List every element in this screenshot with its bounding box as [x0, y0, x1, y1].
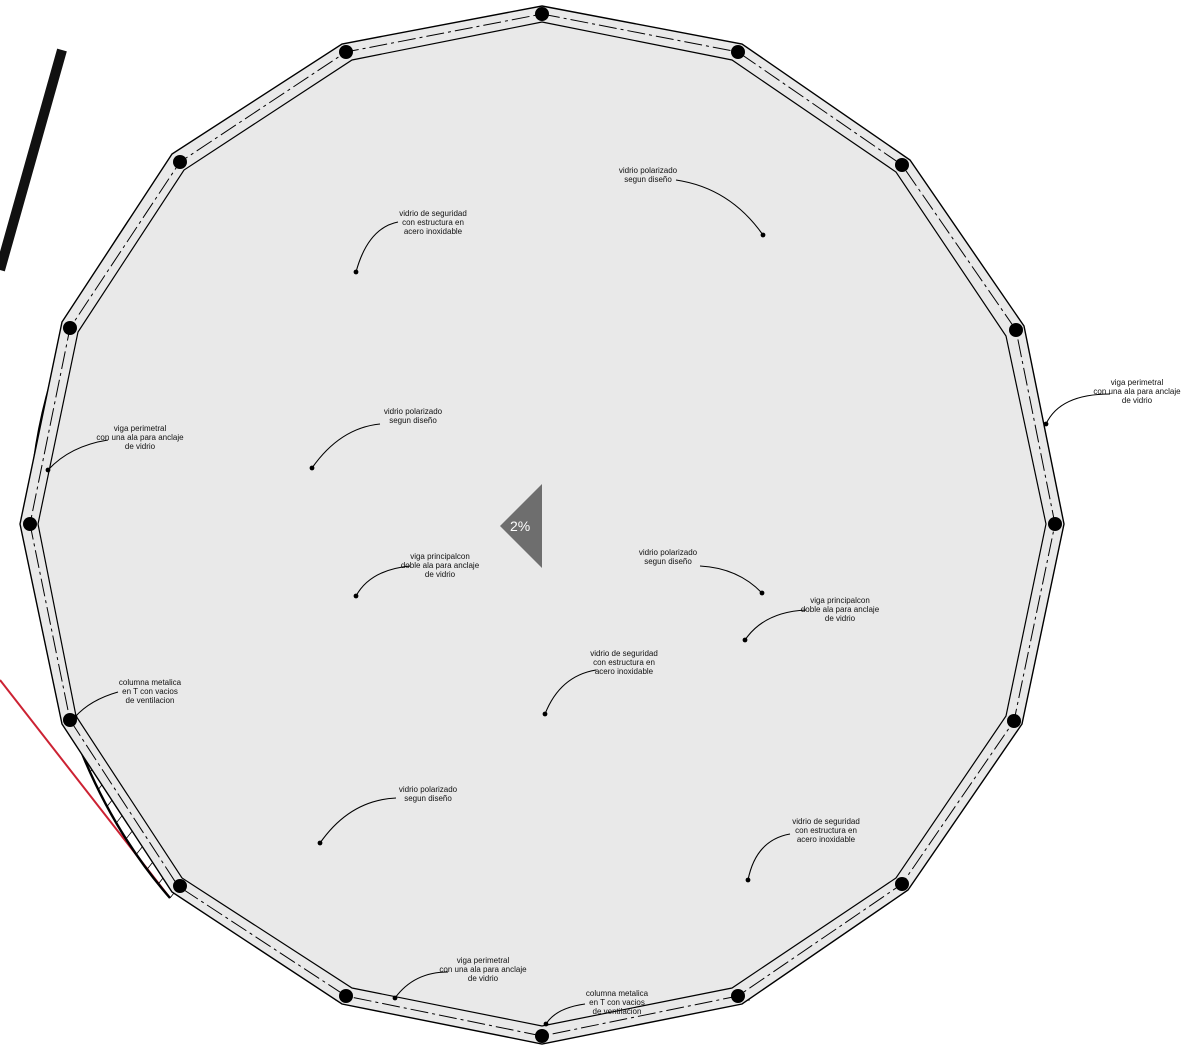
- column-node: [895, 877, 909, 891]
- leader-line: [675, 179, 764, 236]
- annotation-text: vidrio polarizado segun diseño: [619, 166, 678, 184]
- annotation-callout: viga perimetral con una ala para anclaje d…: [45, 424, 184, 473]
- leader-line: [47, 439, 109, 471]
- annotations: vidrio de seguridad con estructura en acer…: [45, 166, 1181, 1027]
- column-node: [535, 7, 549, 21]
- leader-line: [545, 1003, 586, 1025]
- leader-line: [747, 833, 791, 881]
- column-node: [63, 321, 77, 335]
- leader-line: [699, 565, 763, 594]
- leader-arrowhead: [1043, 421, 1049, 427]
- annotation-callout: columna metalica en T con vacios de ventil…: [543, 989, 649, 1027]
- column-node: [895, 158, 909, 172]
- annotation-text: vidrio de seguridad con estructura en acer…: [399, 209, 467, 236]
- annotation-text: viga perimetral con una ala para anclaje d…: [439, 956, 527, 983]
- column-node: [731, 989, 745, 1003]
- annotation-text: viga perimetral con una ala para anclaje d…: [1093, 378, 1181, 405]
- annotation-text: vidrio polarizado segun diseño: [399, 785, 458, 803]
- annotation-text: vidrio polarizado segun diseño: [384, 407, 443, 425]
- annotation-callout: vidrio polarizado segun diseño: [619, 166, 766, 238]
- annotation-text: vidrio de seguridad con estructura en acer…: [792, 817, 860, 844]
- slope-label: 2%: [510, 518, 530, 534]
- column-node: [339, 45, 353, 59]
- leader-arrowhead: [353, 269, 359, 275]
- leader-arrowhead: [745, 877, 751, 883]
- annotation-text: columna metalica en T con vacios de ventil…: [119, 678, 182, 705]
- column-node: [1007, 714, 1021, 728]
- column-node: [1048, 517, 1062, 531]
- exterior-wall-line: [0, 48, 67, 272]
- column-node: [731, 45, 745, 59]
- annotation-callout: viga perimetral con una ala para anclaje d…: [392, 956, 527, 1001]
- column-node: [23, 517, 37, 531]
- leader-line: [74, 691, 119, 718]
- annotation-callout: columna metalica en T con vacios de ventil…: [72, 678, 182, 720]
- annotation-callout: vidrio polarizado segun diseño: [639, 548, 765, 596]
- column-nodes: [23, 7, 1062, 1043]
- annotation-callout: vidrio de seguridad con estructura en acer…: [745, 817, 860, 883]
- annotation-text: viga principalcon doble ala para anclaje d…: [801, 596, 880, 623]
- annotation-text: viga perimetral con una ala para anclaje d…: [96, 424, 184, 451]
- leader-line: [394, 971, 449, 999]
- leader-arrowhead: [742, 637, 748, 643]
- column-node: [1009, 323, 1023, 337]
- leader-line: [319, 797, 397, 844]
- annotation-callout: viga perimetral con una ala para anclaje d…: [1043, 378, 1181, 427]
- annotation-callout: vidrio de seguridad con estructura en acer…: [353, 209, 467, 275]
- column-node: [339, 989, 353, 1003]
- annotation-text: viga principalcon doble ala para anclaje d…: [401, 552, 480, 579]
- leader-line: [744, 609, 807, 641]
- column-node: [173, 155, 187, 169]
- leader-arrowhead: [759, 590, 765, 596]
- leader-arrowhead: [542, 711, 548, 717]
- annotation-callout: vidrio de seguridad con estructura en acer…: [542, 649, 658, 717]
- annotation-text: columna metalica en T con vacios de ventil…: [586, 989, 649, 1016]
- annotation-text: vidrio de seguridad con estructura en acer…: [590, 649, 658, 676]
- leader-line: [544, 669, 597, 715]
- leader-arrowhead: [72, 714, 78, 720]
- annotation-callout: viga principalcon doble ala para anclaje d…: [742, 596, 880, 643]
- leader-arrowhead: [309, 465, 315, 471]
- leader-arrowhead: [45, 467, 51, 473]
- annotation-text: vidrio polarizado segun diseño: [639, 548, 698, 566]
- annotation-callout: viga principalcon doble ala para anclaje d…: [353, 552, 480, 599]
- leader-arrowhead: [543, 1021, 549, 1027]
- leader-line: [1045, 393, 1111, 425]
- leader-arrowhead: [317, 840, 323, 846]
- annotation-callout: vidrio polarizado segun diseño: [317, 785, 458, 846]
- leader-line: [355, 565, 411, 597]
- leader-arrowhead: [353, 593, 359, 599]
- leader-arrowhead: [392, 995, 398, 1001]
- slope-marker: 2%: [500, 484, 542, 568]
- leader-line: [311, 423, 381, 469]
- column-node: [535, 1029, 549, 1043]
- leader-arrowhead: [760, 232, 766, 238]
- column-node: [173, 879, 187, 893]
- annotation-callout: vidrio polarizado segun diseño: [309, 407, 443, 471]
- leader-line: [355, 221, 399, 273]
